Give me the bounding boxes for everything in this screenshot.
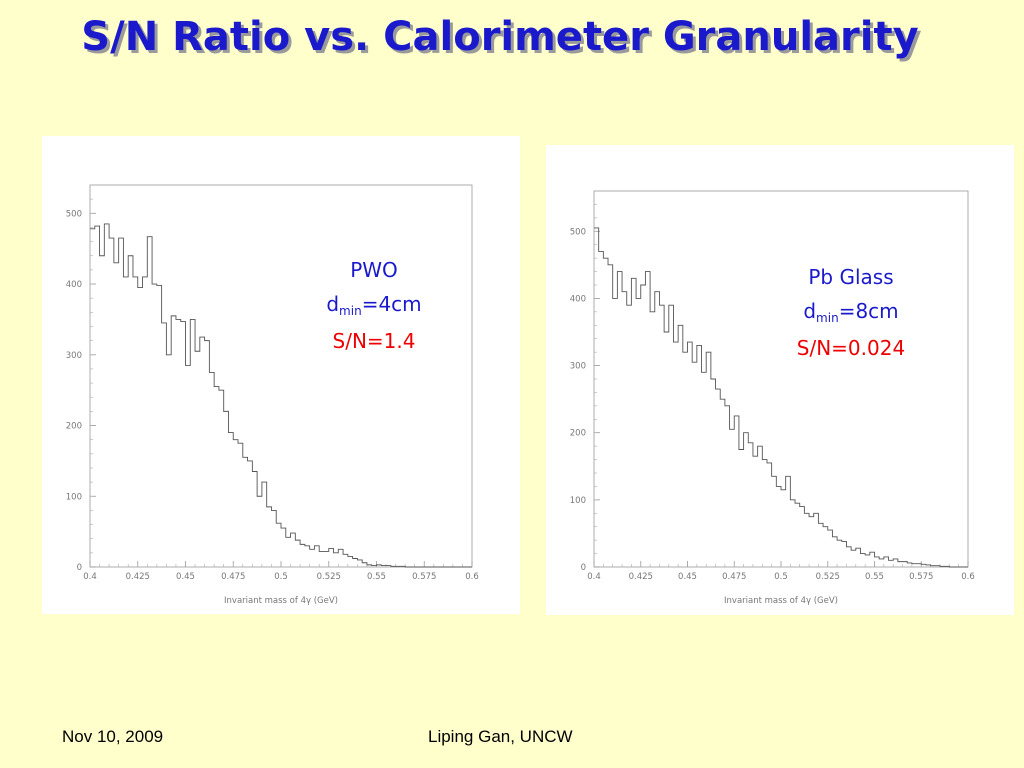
x-tick-label: 0.4 bbox=[587, 572, 601, 582]
y-tick-label: 200 bbox=[570, 429, 586, 439]
x-tick-label: 0.5 bbox=[774, 572, 788, 582]
sn-ratio-label: S/N=0.024 bbox=[796, 336, 906, 360]
y-tick-label: 100 bbox=[66, 492, 82, 502]
annotation-pwo: PWO dmin=4cm S/N=1.4 bbox=[304, 260, 444, 365]
x-tick-label: 0.55 bbox=[865, 572, 884, 582]
sn-ratio-label: S/N=1.4 bbox=[332, 329, 416, 353]
y-tick-label: 500 bbox=[66, 209, 82, 219]
footer-date: Nov 10, 2009 bbox=[62, 727, 164, 746]
plot-frame bbox=[593, 190, 969, 568]
x-tick-label: 0.525 bbox=[317, 572, 341, 582]
x-tick-label: 0.425 bbox=[629, 572, 653, 582]
x-tick-label: 0.5 bbox=[274, 572, 288, 582]
y-tick-label: 100 bbox=[570, 496, 586, 506]
y-tick-label: 0 bbox=[77, 563, 82, 573]
histogram-chart-pwo: 0.4 0.425 0.45 0.475 0.5 0.525 0.55 0.575 0.6 0 10… bbox=[66, 184, 479, 606]
histogram-series bbox=[594, 227, 968, 568]
footer-author: Liping Gan, UNCW bbox=[428, 727, 573, 746]
x-tick-label: 0.45 bbox=[678, 572, 697, 582]
chart-panel-left: 0.4 0.425 0.45 0.475 0.5 0.525 0.55 0.575 0.6 0 10… bbox=[42, 136, 520, 614]
x-tick-label: 0.525 bbox=[816, 572, 840, 582]
dmin-label: dmin=4cm bbox=[326, 292, 422, 318]
y-tick-label: 0 bbox=[581, 563, 586, 573]
dmin-label: dmin=8cm bbox=[803, 299, 899, 325]
detector-label: PWO bbox=[350, 258, 398, 282]
chart-panel-right: 0.4 0.425 0.45 0.475 0.5 0.525 0.55 0.575 0.6 0 10… bbox=[546, 145, 1014, 615]
x-tick-label: 0.575 bbox=[909, 572, 933, 582]
x-tick-label: 0.4 bbox=[83, 572, 97, 582]
y-tick-label: 200 bbox=[66, 422, 82, 432]
x-tick-label: 0.6 bbox=[961, 572, 975, 582]
detector-label: Pb Glass bbox=[808, 265, 894, 289]
slide-title: S/N Ratio vs. Calorimeter Granularity bbox=[81, 14, 919, 60]
x-tick-label: 0.6 bbox=[465, 572, 479, 582]
histogram-chart-pb-glass: 0.4 0.425 0.45 0.475 0.5 0.525 0.55 0.575 0.6 0 10… bbox=[570, 190, 975, 606]
y-tick-label: 500 bbox=[570, 227, 586, 237]
y-tick-label: 300 bbox=[570, 362, 586, 372]
y-tick-label: 400 bbox=[570, 294, 586, 304]
x-tick-label: 0.425 bbox=[126, 572, 150, 582]
y-tick-label: 400 bbox=[66, 280, 82, 290]
annotation-pb-glass: Pb Glass dmin=8cm S/N=0.024 bbox=[776, 267, 926, 372]
x-tick-label: 0.475 bbox=[221, 572, 245, 582]
y-tick-label: 300 bbox=[66, 351, 82, 361]
histogram-series bbox=[90, 223, 472, 568]
x-tick-label: 0.575 bbox=[412, 572, 436, 582]
x-tick-label: 0.55 bbox=[367, 572, 386, 582]
x-tick-label: 0.45 bbox=[176, 572, 195, 582]
x-axis-label: Invariant mass of 4γ (GeV) bbox=[724, 596, 838, 606]
x-axis-label: Invariant mass of 4γ (GeV) bbox=[224, 596, 338, 606]
x-tick-label: 0.475 bbox=[722, 572, 746, 582]
